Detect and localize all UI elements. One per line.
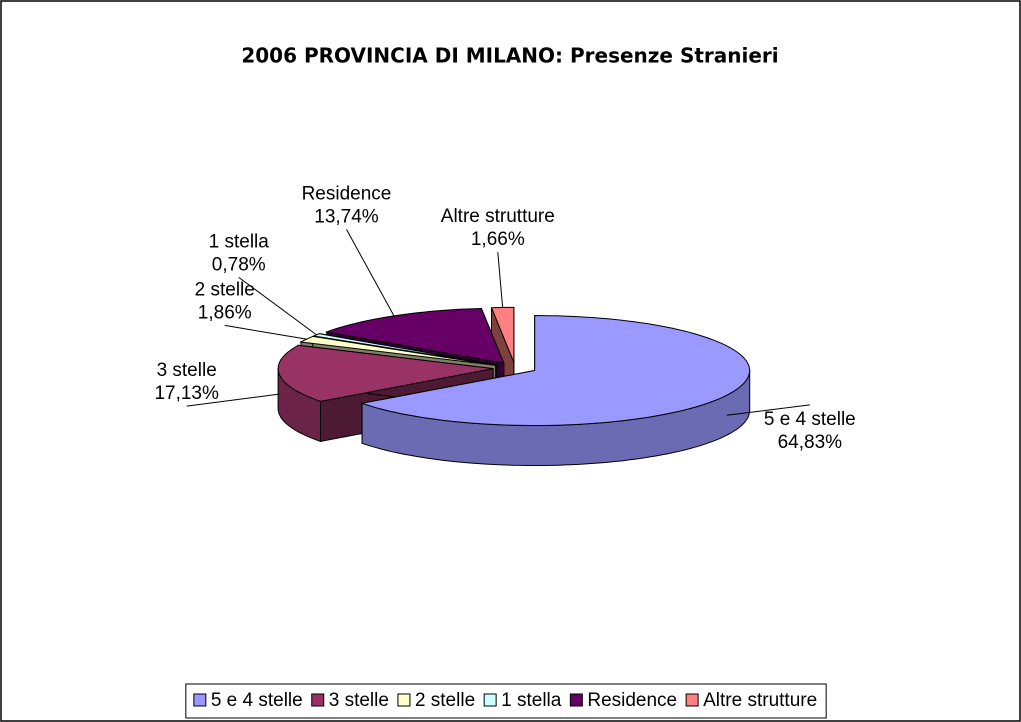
data-label-value: 17,13%: [154, 383, 219, 404]
legend-label: Altre strutture: [703, 690, 817, 711]
data-label-category: 5 e 4 stelle: [764, 409, 856, 430]
legend-label: Residence: [587, 690, 677, 711]
legend-label: 3 stelle: [329, 690, 389, 711]
leader-line: [238, 277, 317, 336]
legend-label: 5 e 4 stelle: [211, 690, 303, 711]
legend: 5 e 4 stelle 3 stelle 2 stelle 1 stella Resi…: [185, 683, 827, 719]
legend-swatch: [311, 693, 325, 707]
data-label-category: 2 stelle: [195, 279, 255, 300]
chart-title: 2006 PROVINCIA DI MILANO: Presenze Stran…: [241, 44, 778, 68]
data-label-category: 3 stelle: [157, 360, 217, 381]
pie: [277, 306, 751, 466]
leader-line: [726, 404, 810, 416]
legend-swatch: [193, 693, 207, 707]
legend-swatch: [397, 693, 411, 707]
data-label-value: 1,66%: [471, 229, 525, 250]
data-label-value: 13,74%: [314, 206, 379, 227]
data-label-category: 1 stella: [209, 231, 270, 252]
leader-line: [346, 229, 395, 317]
legend-swatch: [483, 693, 497, 707]
legend-label: 1 stella: [501, 690, 562, 711]
leader-line: [186, 393, 280, 407]
legend-box: [185, 683, 827, 719]
leader-line: [224, 324, 307, 340]
leader-line: [497, 252, 504, 308]
slice: [360, 314, 751, 426]
slice: [324, 307, 505, 364]
data-label-value: 1,86%: [198, 302, 252, 323]
slice: [277, 344, 494, 402]
data-label-value: 0,78%: [212, 254, 266, 275]
data-label-category: Altre strutture: [441, 206, 555, 227]
data-label-value: 64,83%: [778, 432, 843, 453]
legend-label: 2 stelle: [415, 690, 475, 711]
legend-swatch: [685, 693, 699, 707]
data-label-category: Residence: [302, 183, 392, 204]
legend-swatch: [569, 693, 583, 707]
